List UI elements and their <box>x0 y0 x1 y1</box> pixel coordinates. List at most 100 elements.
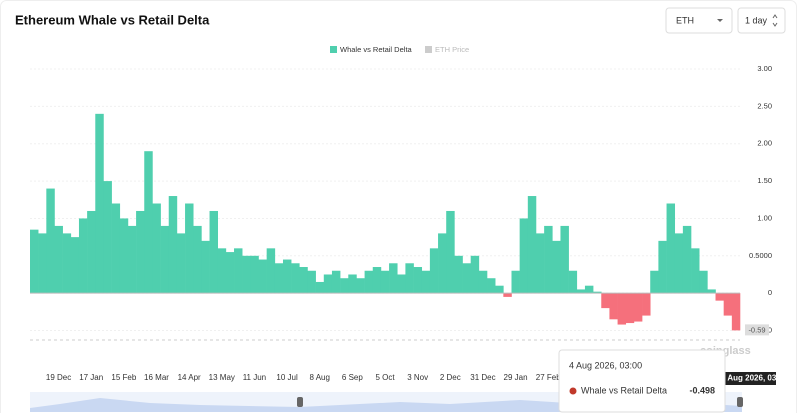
last-value-bg <box>745 324 769 336</box>
x-tick-label: 19 Dec <box>46 373 71 382</box>
bar <box>38 233 47 294</box>
y-tick-label: 1.50 <box>757 176 772 185</box>
bar <box>266 248 276 294</box>
x-tick-label: 15 Feb <box>111 373 136 382</box>
bar <box>307 270 316 294</box>
bar <box>331 270 341 294</box>
dropdown-icon <box>717 19 723 22</box>
bar <box>340 278 349 294</box>
bar <box>250 255 259 294</box>
bar <box>185 203 194 294</box>
bar <box>95 113 104 294</box>
y-tick-label: 3.00 <box>757 64 772 73</box>
bar <box>658 240 667 294</box>
bar <box>438 233 447 294</box>
x-tick-label: 2 Dec <box>440 373 461 382</box>
bar <box>193 225 202 294</box>
bar <box>87 210 96 294</box>
bar <box>119 218 129 294</box>
x-tick-label: 29 Jan <box>504 373 528 382</box>
tooltip-value: -0.498 <box>689 385 715 395</box>
y-tick-label: 1.00 <box>757 213 772 222</box>
bar <box>405 263 414 294</box>
bar <box>642 293 651 316</box>
bar <box>495 285 504 294</box>
bar <box>209 210 219 294</box>
legend-label[interactable]: Whale vs Retail Delta <box>340 45 413 54</box>
bar <box>421 270 431 294</box>
bar <box>103 181 112 294</box>
x-tick-label: 5 Oct <box>375 373 395 382</box>
bar <box>527 196 537 294</box>
x-tick-label: 10 Jul <box>276 373 298 382</box>
symbol-select[interactable] <box>665 7 733 34</box>
bar <box>609 293 618 320</box>
bar <box>699 270 708 294</box>
bar <box>397 274 406 294</box>
bar <box>413 267 423 294</box>
bar <box>682 225 692 294</box>
y-tick-label: 2.00 <box>757 139 772 148</box>
bar <box>535 233 545 294</box>
x-tick-label: 17 Jan <box>79 373 103 382</box>
bar <box>601 293 610 309</box>
bar <box>666 203 676 294</box>
interval-select[interactable] <box>737 7 786 34</box>
bar <box>552 240 561 294</box>
bar <box>356 278 365 294</box>
bar <box>201 240 210 294</box>
tooltip <box>558 349 726 413</box>
bar <box>30 229 39 294</box>
bar <box>633 293 643 322</box>
legend-swatch[interactable] <box>425 46 432 53</box>
bar <box>291 263 300 294</box>
bar <box>46 188 55 294</box>
navigator-handle[interactable] <box>737 397 743 407</box>
legend-swatch[interactable] <box>330 46 337 53</box>
bar <box>299 267 308 294</box>
bar <box>691 248 700 294</box>
bar <box>617 293 627 325</box>
bar <box>78 218 88 294</box>
bar <box>282 259 292 294</box>
bar <box>560 225 569 294</box>
bar <box>478 270 488 294</box>
x-tick-label: 14 Apr <box>178 373 201 382</box>
bar <box>127 225 137 294</box>
bar <box>136 210 145 294</box>
bar <box>715 293 724 301</box>
symbol-value: ETH <box>676 15 694 25</box>
bar <box>707 289 716 294</box>
bar <box>544 225 553 294</box>
tooltip-series: Whale vs Retail Delta <box>581 385 667 395</box>
navigator-handle[interactable] <box>297 397 303 407</box>
bar <box>70 237 80 294</box>
bar <box>674 233 684 294</box>
bar <box>576 289 586 294</box>
bar <box>225 252 235 294</box>
x-tick-label: 13 May <box>209 373 235 382</box>
bar <box>470 255 480 294</box>
bar <box>429 248 439 294</box>
bar <box>242 255 251 294</box>
bar <box>593 291 602 294</box>
x-tick-label: 31 Dec <box>470 373 495 382</box>
bar <box>511 270 520 294</box>
bar <box>568 270 578 294</box>
bar <box>625 293 635 324</box>
bar <box>503 293 512 297</box>
x-tick-label: 3 Nov <box>407 373 428 382</box>
y-tick-label: 0.5000 <box>749 251 772 260</box>
bar <box>144 151 153 294</box>
bar <box>274 263 284 294</box>
legend-label[interactable]: ETH Price <box>435 45 469 54</box>
bar <box>650 270 659 294</box>
x-tick-label: 8 Aug <box>309 373 329 382</box>
x-tick-label: 27 Feb <box>536 373 561 382</box>
x-tick-label: 6 Sep <box>342 373 363 382</box>
bar <box>487 278 496 294</box>
bar <box>348 274 357 294</box>
bar <box>372 267 382 294</box>
